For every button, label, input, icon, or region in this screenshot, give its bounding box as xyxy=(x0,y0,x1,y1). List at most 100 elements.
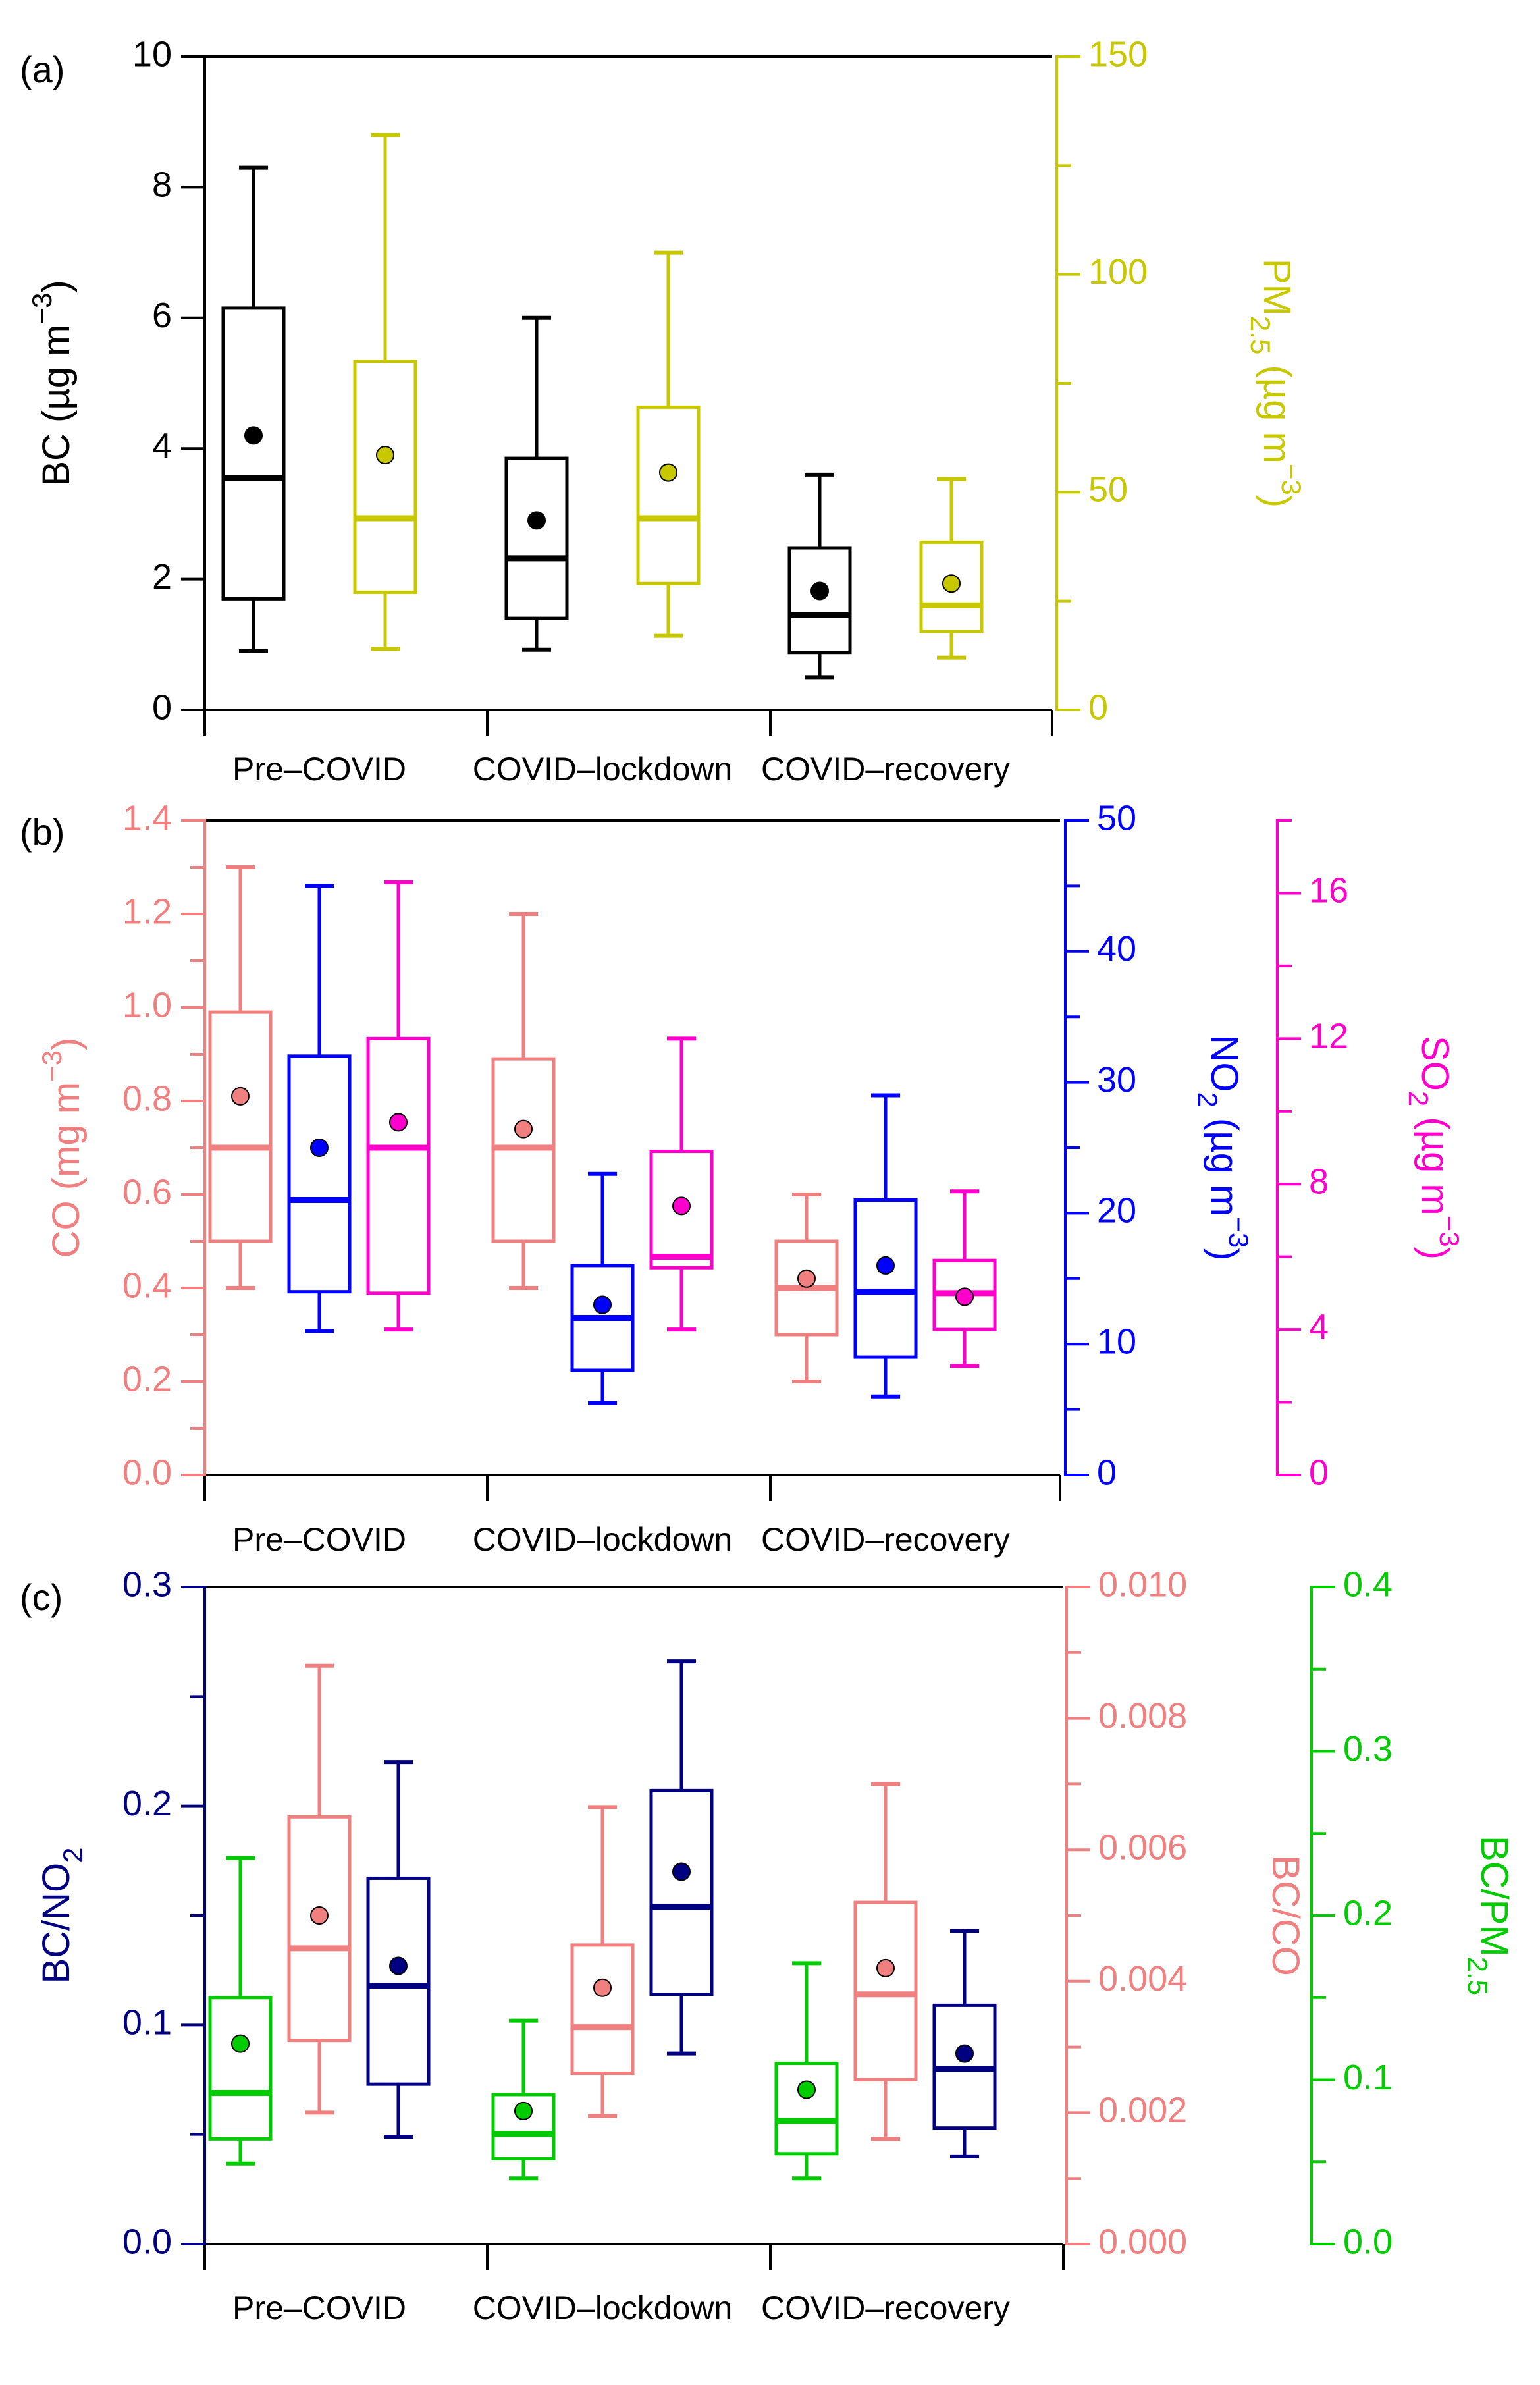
bcpm-tick-label: 0.0 xyxy=(1343,2222,1393,2261)
mean-marker xyxy=(797,2080,816,2099)
mean-marker xyxy=(942,574,961,593)
box-iqr xyxy=(570,1943,635,2076)
co-tick-label: 0.0 xyxy=(122,1453,172,1492)
box-iqr xyxy=(853,1198,918,1359)
box-iqr xyxy=(287,1054,352,1294)
box-iqr xyxy=(287,1815,352,2043)
mean-marker xyxy=(955,2044,974,2063)
box-bcco xyxy=(287,1663,352,2115)
box-iqr xyxy=(774,2062,839,2156)
box-no2 xyxy=(853,1093,918,1399)
mean-marker xyxy=(797,1269,816,1288)
box-iqr xyxy=(636,405,701,585)
box-iqr xyxy=(208,1010,273,1243)
bcco-tick-label: 0.004 xyxy=(1098,1959,1187,1998)
category-label: COVID–recovery xyxy=(761,751,1010,788)
bcpm-tick-label: 0.2 xyxy=(1343,1893,1393,1933)
so2-tick-label: 0 xyxy=(1309,1453,1329,1492)
bc-tick-label: 2 xyxy=(152,557,172,597)
mean-marker xyxy=(514,2101,533,2120)
mean-marker xyxy=(876,1256,895,1275)
bc-tick-label: 4 xyxy=(152,426,172,466)
category-label: COVID–recovery xyxy=(761,1521,1010,1558)
box-pm25 xyxy=(636,250,701,638)
category-label: COVID–recovery xyxy=(761,2290,1010,2326)
mean-marker xyxy=(376,446,394,465)
box-iqr xyxy=(366,1036,431,1295)
mean-marker xyxy=(231,1086,250,1106)
box-no2 xyxy=(287,884,352,1333)
box-bcpm25 xyxy=(491,2018,556,2181)
mean-marker xyxy=(810,581,829,601)
box-bcno2 xyxy=(649,1659,714,2056)
bcco-tick-label: 0.010 xyxy=(1098,1565,1187,1604)
box-iqr xyxy=(919,540,984,633)
box-iqr xyxy=(504,456,569,620)
panel-label: (c) xyxy=(20,1576,63,1618)
pm-tick-label: 50 xyxy=(1088,470,1128,510)
box-iqr xyxy=(787,546,852,655)
bcco-tick-label: 0.006 xyxy=(1098,1827,1187,1867)
category-label: Pre–COVID xyxy=(232,1521,406,1558)
box-iqr xyxy=(853,1900,918,2082)
bc-tick-label: 8 xyxy=(152,165,172,205)
category-label: Pre–COVID xyxy=(232,2290,406,2326)
so2-tick-label: 12 xyxy=(1309,1017,1348,1056)
bcco-tick-label: 0.008 xyxy=(1098,1696,1187,1736)
box-so2 xyxy=(649,1036,714,1332)
box-bc xyxy=(504,315,569,652)
box-bc xyxy=(787,472,852,680)
box-co xyxy=(208,865,273,1290)
bcpm-tick-label: 0.1 xyxy=(1343,2058,1393,2097)
box-pm25 xyxy=(353,133,417,651)
no2-tick-label: 40 xyxy=(1097,929,1136,969)
bcpm-axis-title: BC/PM2.5 xyxy=(1462,1836,1515,1995)
mean-marker xyxy=(389,1956,408,1975)
bcno2-tick-label: 0.1 xyxy=(122,2003,172,2043)
co-tick-label: 0.6 xyxy=(122,1172,172,1212)
mean-marker xyxy=(672,1196,691,1216)
no2-axis-title: NO2 (µg m−3) xyxy=(1192,1034,1254,1260)
mean-marker xyxy=(514,1119,533,1139)
bcno2-axis-title: BC/NO2 xyxy=(35,1847,88,1983)
mean-marker xyxy=(672,1862,691,1881)
panel-label: (b) xyxy=(20,811,65,853)
panel-label: (a) xyxy=(20,49,65,90)
bcco-tick-label: 0.002 xyxy=(1098,2091,1187,2130)
box-iqr xyxy=(366,1876,431,2086)
bc-tick-label: 0 xyxy=(152,687,172,727)
bc-tick-label: 6 xyxy=(152,296,172,335)
bcco-tick-label: 0.000 xyxy=(1098,2222,1187,2261)
no2-tick-label: 0 xyxy=(1097,1453,1117,1492)
mean-marker xyxy=(955,1287,974,1306)
category-label: COVID–lockdown xyxy=(473,751,733,788)
box-so2 xyxy=(366,880,431,1332)
category-label: COVID–lockdown xyxy=(473,2290,733,2326)
mean-marker xyxy=(244,426,263,445)
co-tick-label: 1.4 xyxy=(122,798,172,838)
category-label: COVID–lockdown xyxy=(473,1521,733,1558)
co-tick-label: 1.0 xyxy=(122,985,172,1025)
panel-c: (c) Pre–COVID COVID–lockdown COVID–recovery… xyxy=(20,1565,1516,2326)
panel-b: (b) Pre–COVID COVID–lockdown COVID–recovery… xyxy=(20,798,1465,1558)
box-bcco xyxy=(853,1782,918,2141)
box-bc xyxy=(221,165,286,653)
co-tick-label: 0.8 xyxy=(122,1079,172,1118)
bc-axis-title: BC (µg m−3) xyxy=(26,280,78,486)
box-no2 xyxy=(570,1171,635,1405)
mean-marker xyxy=(527,511,546,530)
pm-tick-label: 0 xyxy=(1088,687,1108,727)
box-bcpm25 xyxy=(208,1856,273,2166)
bcpm-tick-label: 0.3 xyxy=(1343,1729,1393,1769)
no2-tick-label: 50 xyxy=(1097,798,1136,838)
so2-tick-label: 4 xyxy=(1309,1307,1329,1347)
box-co xyxy=(491,912,556,1290)
box-iqr xyxy=(208,1996,273,2141)
bcpm-tick-label: 0.4 xyxy=(1343,1565,1393,1604)
box-pm25 xyxy=(919,477,984,660)
mean-marker xyxy=(593,1978,612,1997)
co-axis-title: CO (mg m−3) xyxy=(36,1038,88,1258)
mean-marker xyxy=(231,2034,250,2053)
pm-tick-label: 100 xyxy=(1088,252,1148,292)
